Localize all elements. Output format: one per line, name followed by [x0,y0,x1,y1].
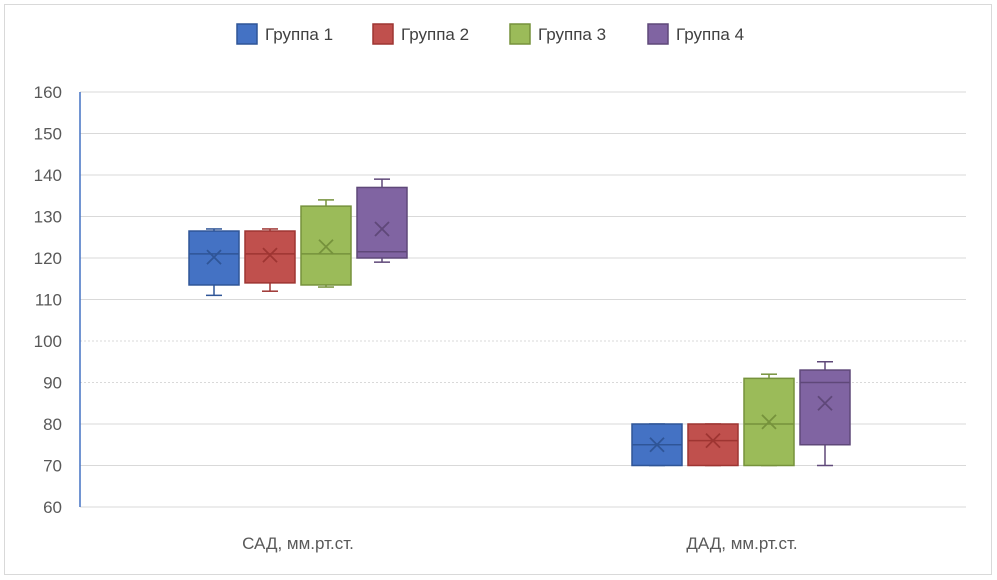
gridlines [80,91,966,508]
box-4-1 [356,178,408,263]
mean-marker [649,437,665,453]
box-2-1 [244,228,296,292]
legend-item-4: Группа 4 [647,23,744,45]
box-1-1 [188,228,240,297]
legend-label: Группа 2 [401,25,469,44]
y-tick-label: 90 [43,374,62,393]
legend-swatch [509,23,531,45]
y-tick-label: 140 [34,166,62,185]
legend-label: Группа 4 [676,25,744,44]
box-2-2 [687,423,739,467]
chart-frame [4,4,992,575]
box-3-2 [743,373,795,467]
box-body [244,230,296,284]
y-tick-label: 120 [34,249,62,268]
mean-marker [374,221,390,237]
legend-swatch [372,23,394,45]
x-category-label: САД, мм.рт.ст. [242,534,354,553]
y-tick-label: 70 [43,457,62,476]
box-body [799,369,851,446]
box-3-1 [300,199,352,288]
legend-item-2: Группа 2 [372,23,469,45]
y-tick-label: 150 [34,125,62,144]
box-body [356,186,408,259]
x-axis-labels: САД, мм.рт.ст. ДАД, мм.рт.ст. [242,534,798,553]
y-tick-label: 60 [43,498,62,517]
y-axis: 60 70 80 90 100 110 120 130 140 150 160 [34,83,81,517]
x-category-label: ДАД, мм.рт.ст. [686,534,797,553]
mean-marker [761,414,777,430]
legend-swatch [236,23,258,45]
box-body [687,423,739,467]
y-tick-label: 160 [34,83,62,102]
mean-marker [262,247,278,263]
y-tick-label: 100 [34,332,62,351]
mean-marker [817,395,833,411]
y-tick-label: 130 [34,208,62,227]
box-1-2 [631,423,683,467]
y-tick-label: 80 [43,415,62,434]
legend-label: Группа 3 [538,25,606,44]
legend-label: Группа 1 [265,25,333,44]
mean-marker [206,249,222,265]
legend: Группа 1 Группа 2 Группа 3 Группа 4 [236,23,744,45]
y-tick-label: 110 [35,291,62,310]
legend-swatch [647,23,669,45]
mean-marker [705,432,721,449]
legend-item-3: Группа 3 [509,23,606,45]
legend-item-1: Группа 1 [236,23,333,45]
mean-marker [318,239,334,255]
box-4-2 [799,361,851,467]
box-series [188,178,851,467]
